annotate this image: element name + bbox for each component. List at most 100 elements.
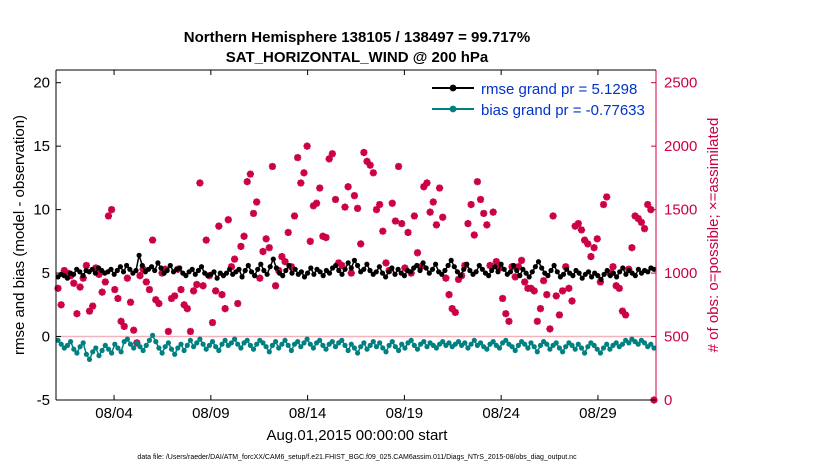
data-point xyxy=(120,269,127,275)
obs-point xyxy=(338,261,346,270)
obs-point xyxy=(382,259,390,267)
data-point xyxy=(286,262,292,269)
obs-point xyxy=(259,247,267,256)
data-point xyxy=(273,339,279,345)
data-point xyxy=(140,347,146,354)
obs-point xyxy=(486,261,494,270)
data-point xyxy=(451,264,457,270)
data-point xyxy=(478,340,484,346)
obs-point xyxy=(328,150,336,158)
data-point xyxy=(260,340,266,346)
data-point xyxy=(244,337,250,343)
data-point xyxy=(585,269,592,275)
data-point xyxy=(250,346,257,352)
data-point xyxy=(74,350,80,356)
data-point xyxy=(535,259,542,265)
legend-bias-marker xyxy=(449,105,457,113)
obs-point xyxy=(218,291,226,299)
obs-point xyxy=(271,282,280,290)
obs-point xyxy=(483,221,491,229)
data-point xyxy=(467,267,473,274)
data-point xyxy=(99,347,105,354)
data-point xyxy=(496,345,503,351)
data-point xyxy=(554,269,560,275)
obs-point xyxy=(98,288,106,296)
data-point xyxy=(227,266,233,272)
obs-point xyxy=(574,219,582,228)
data-point xyxy=(102,342,108,348)
data-point xyxy=(261,267,267,274)
data-point xyxy=(594,346,600,352)
data-point xyxy=(563,344,569,350)
data-point xyxy=(68,339,74,345)
obs-point xyxy=(316,184,324,192)
data-point xyxy=(479,266,485,272)
obs-point xyxy=(227,263,236,271)
data-point xyxy=(423,265,429,271)
data-point xyxy=(181,347,187,354)
data-point xyxy=(255,266,261,272)
data-point xyxy=(489,267,495,274)
data-point xyxy=(570,273,576,279)
data-point xyxy=(645,269,651,275)
left-tick-label: -5 xyxy=(37,392,50,409)
obs-point xyxy=(530,287,538,295)
data-point xyxy=(619,341,626,347)
obs-point xyxy=(130,326,138,334)
obs-point xyxy=(196,179,204,187)
data-point xyxy=(311,271,317,277)
data-point xyxy=(604,267,610,274)
data-point xyxy=(595,273,601,279)
obs-point xyxy=(171,292,179,300)
obs-point xyxy=(603,193,611,201)
data-point xyxy=(153,339,159,345)
data-point xyxy=(598,276,604,282)
data-point xyxy=(591,342,597,348)
legend-rmse-label: rmse grand pr = 5.1298 xyxy=(481,81,637,98)
data-point xyxy=(486,273,492,279)
data-point xyxy=(187,337,193,343)
data-point xyxy=(442,267,448,274)
obs-point xyxy=(92,264,100,272)
data-point xyxy=(115,345,121,351)
data-point xyxy=(439,271,445,277)
data-point xyxy=(348,341,354,347)
data-point xyxy=(339,271,345,277)
data-point xyxy=(252,273,258,279)
data-point xyxy=(358,344,364,350)
data-point xyxy=(545,273,551,279)
data-point xyxy=(71,346,77,352)
data-point xyxy=(548,267,554,274)
obs-point xyxy=(426,208,434,216)
obs-point xyxy=(470,231,478,239)
data-point xyxy=(191,344,197,350)
x-tick-label: 08/09 xyxy=(192,405,230,422)
obs-point xyxy=(145,285,154,294)
data-point xyxy=(579,275,585,281)
data-point xyxy=(198,264,205,270)
obs-point xyxy=(54,284,62,292)
obs-point xyxy=(136,272,144,280)
obs-point xyxy=(331,195,340,204)
obs-point xyxy=(177,285,185,294)
data-point xyxy=(364,346,370,352)
obs-point xyxy=(394,162,403,171)
data-point xyxy=(183,273,189,279)
right-tick-label: 1500 xyxy=(664,202,697,219)
data-point xyxy=(426,270,432,276)
data-point xyxy=(58,341,64,347)
obs-point xyxy=(429,198,437,206)
obs-point xyxy=(637,218,645,226)
data-point xyxy=(332,344,339,350)
obs-point xyxy=(502,310,510,318)
data-point xyxy=(345,347,351,354)
obs-point xyxy=(322,233,330,242)
data-point xyxy=(283,267,289,274)
obs-point xyxy=(70,279,78,287)
data-point xyxy=(553,340,559,346)
data-point xyxy=(389,339,395,345)
data-point xyxy=(515,342,522,348)
data-point xyxy=(528,340,534,346)
obs-point xyxy=(76,283,84,291)
obs-point xyxy=(95,270,103,278)
